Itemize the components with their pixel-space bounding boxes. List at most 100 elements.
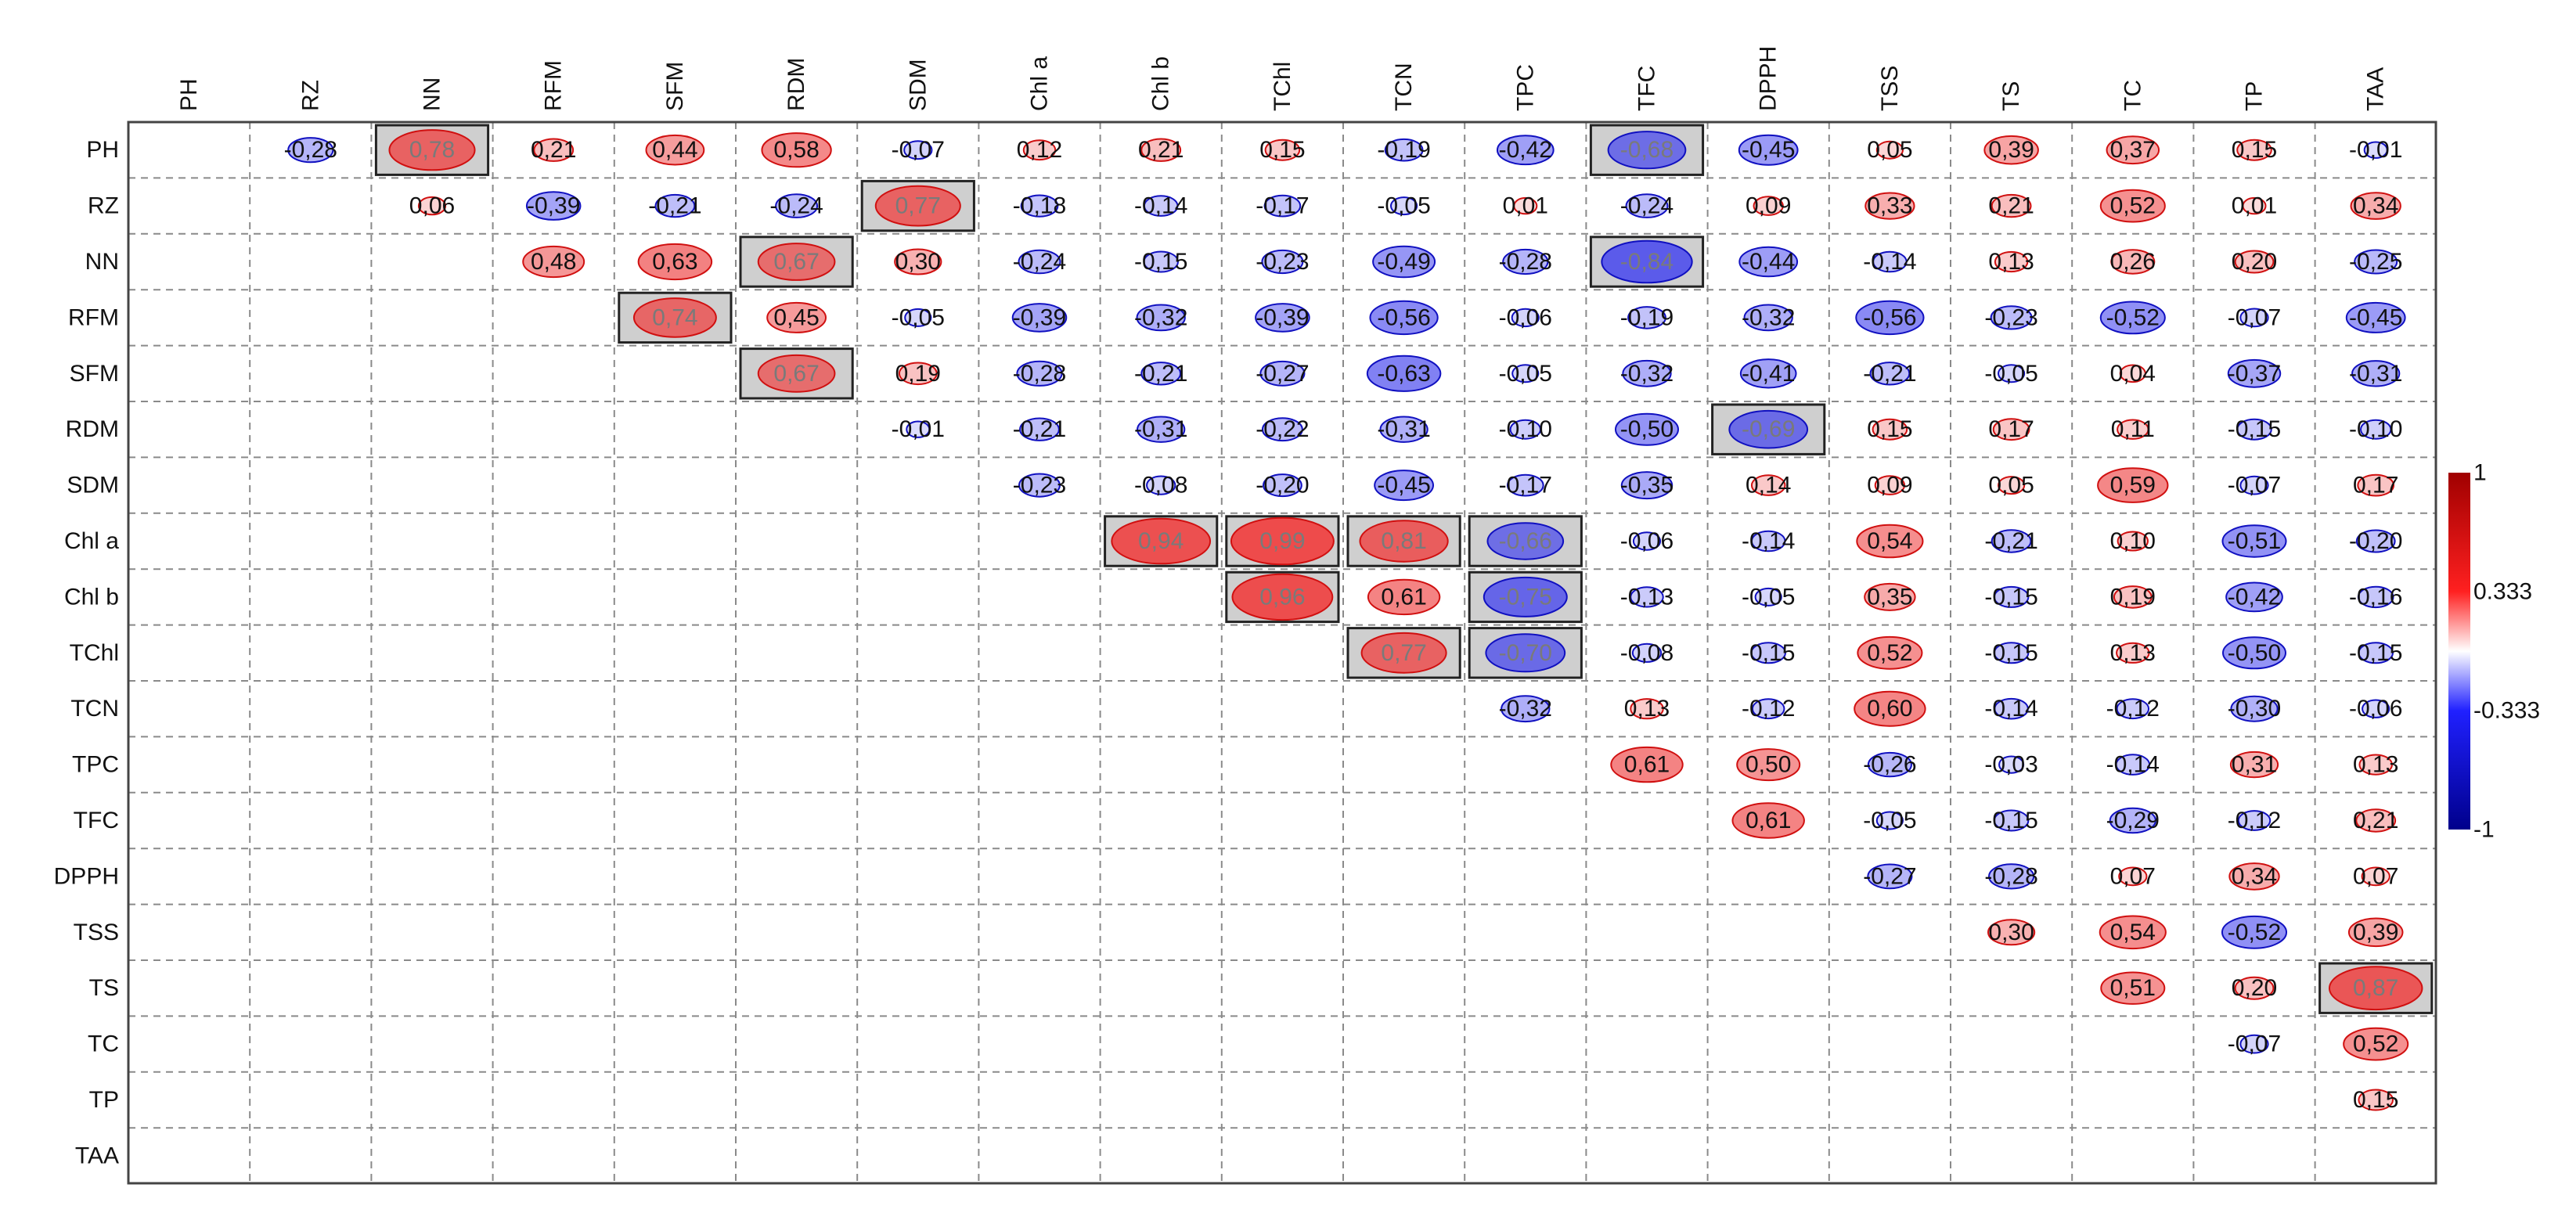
- color-scale-tick-label: 0.333: [2473, 579, 2532, 605]
- correlation-ellipse: [1993, 585, 2030, 608]
- correlation-ellipse: [1231, 573, 1334, 621]
- cell-value-rz-dpph: 0,09: [1746, 193, 1791, 219]
- cell-value-rz-tpc: 0,01: [1503, 193, 1548, 219]
- correlation-ellipse: [1739, 358, 1797, 389]
- cell-value-rz-chl-b: -0,14: [1134, 193, 1187, 219]
- correlation-ellipse: [2357, 585, 2394, 609]
- column-label-tchl: TChl: [1270, 62, 1295, 111]
- correlation-ellipse: [1485, 633, 1566, 673]
- correlation-ellipse: [1738, 134, 1799, 166]
- correlation-ellipse: [1607, 131, 1687, 170]
- correlation-ellipse: [2362, 699, 2390, 718]
- cell-value-sfm-dpph: -0,41: [1742, 361, 1795, 387]
- cell-value-rdm-ts: 0,17: [1988, 416, 2034, 442]
- column-label-tcn: TCN: [1391, 63, 1417, 111]
- column-label-rz: RZ: [297, 80, 323, 111]
- cell-value-tfc-tp: -0,12: [2228, 808, 2281, 833]
- cell-value-tcn-tss: 0,60: [1867, 696, 1912, 722]
- cell-value-chl-b-taa: -0,16: [2349, 584, 2402, 610]
- correlation-ellipse: [1136, 304, 1186, 332]
- row-label-ph: PH: [86, 137, 119, 163]
- cell-value-ph-sdm: -0,07: [892, 137, 945, 163]
- correlation-ellipse: [1359, 520, 1449, 563]
- cell-value-tchl-taa: -0,15: [2349, 640, 2402, 666]
- correlation-ellipse: [1990, 305, 2033, 330]
- cell-value-rfm-sfm: 0,74: [652, 304, 697, 330]
- correlation-ellipse: [1369, 300, 1439, 336]
- correlation-ellipse: [1867, 751, 1912, 778]
- cell-value-chl-a-taa: -0,20: [2349, 528, 2402, 554]
- correlation-ellipse: [1513, 196, 1538, 215]
- cell-value-rz-tp: 0,01: [2232, 193, 2277, 219]
- cell-value-rz-rfm: -0,39: [527, 193, 580, 219]
- cell-value-sfm-tss: -0,21: [1863, 361, 1916, 387]
- cell-value-tchl-tcn: 0,77: [1381, 640, 1426, 666]
- cell-value-rfm-chl-b: -0,32: [1134, 304, 1187, 330]
- row-label-nn: NN: [85, 249, 119, 275]
- cell-value-ph-taa: -0,01: [2349, 137, 2402, 163]
- cell-value-nn-tc: 0,26: [2110, 249, 2156, 275]
- correlation-ellipse: [1867, 863, 1913, 890]
- correlation-ellipse: [1264, 139, 1301, 161]
- correlation-ellipse: [2119, 364, 2146, 383]
- correlation-ellipse: [1022, 139, 1057, 161]
- correlation-ellipse: [1019, 417, 1060, 441]
- row-label-tfc: TFC: [74, 808, 119, 833]
- cell-value-chl-a-dpph: -0,14: [1742, 528, 1795, 554]
- correlation-ellipse: [2239, 308, 2269, 328]
- correlation-ellipse: [1625, 193, 1669, 218]
- cell-value-tchl-tp: -0,50: [2228, 640, 2281, 666]
- cell-value-rfm-tcn: -0,56: [1377, 304, 1430, 330]
- correlation-ellipse: [1140, 138, 1182, 162]
- cell-value-sdm-ts: 0,05: [1988, 473, 2034, 499]
- correlation-ellipse: [1496, 135, 1555, 166]
- cell-value-tss-ts: 0,30: [1988, 920, 2034, 945]
- correlation-ellipse: [1754, 587, 1782, 606]
- correlation-ellipse: [2230, 695, 2279, 722]
- correlation-ellipse: [904, 308, 932, 327]
- correlation-ellipse: [874, 185, 961, 227]
- correlation-ellipse: [2228, 862, 2280, 891]
- cell-value-rfm-sdm: -0,05: [892, 304, 945, 330]
- row-label-tss: TSS: [74, 920, 119, 945]
- correlation-ellipse: [2328, 966, 2423, 1011]
- grid-lines: [128, 122, 2437, 1184]
- correlation-ellipse: [2221, 524, 2287, 558]
- cell-value-rfm-rdm: 0,45: [773, 304, 819, 330]
- cell-value-tpc-tc: -0,14: [2106, 752, 2160, 778]
- correlation-ellipse: [1366, 355, 1442, 392]
- correlation-ellipse: [1856, 524, 1924, 559]
- cell-value-sfm-chl-a: -0,28: [1013, 361, 1066, 387]
- correlation-ellipse: [2355, 529, 2396, 553]
- cell-value-chl-a-tchl: 0,99: [1259, 528, 1305, 554]
- correlation-ellipse: [1738, 246, 1799, 278]
- cell-value-nn-sfm: 0,63: [652, 249, 697, 275]
- row-label-tchl: TChl: [70, 640, 119, 666]
- correlation-ellipse: [1631, 642, 1663, 663]
- cell-value-chl-b-tcn: 0,61: [1381, 584, 1426, 610]
- correlation-ellipse: [1390, 196, 1418, 216]
- correlation-ellipse: [2225, 581, 2283, 613]
- correlation-ellipse: [1983, 135, 2039, 165]
- correlation-ellipse: [2229, 750, 2279, 779]
- cell-value-rfm-tc: -0,52: [2106, 304, 2160, 330]
- column-label-tp: TP: [2242, 81, 2268, 111]
- correlation-ellipse: [1261, 249, 1304, 275]
- color-scale-legend: 1 0.333 -0.333 -1: [2448, 460, 2540, 843]
- cell-value-sfm-taa: -0,31: [2349, 361, 2402, 387]
- cell-value-tss-tp: -0,52: [2228, 920, 2281, 945]
- plot-frame: [127, 121, 2437, 1185]
- cell-value-rdm-chl-a: -0,21: [1013, 416, 1066, 442]
- correlation-ellipse: [1367, 578, 1441, 616]
- correlation-ellipse: [1511, 364, 1540, 383]
- color-scale-tick-label: -1: [2473, 817, 2495, 843]
- correlation-ellipse: [525, 191, 582, 221]
- cell-value-sdm-tp: -0,07: [2228, 473, 2281, 499]
- cell-value-tfc-dpph: 0,61: [1746, 808, 1791, 833]
- correlation-ellipse: [1991, 193, 2032, 218]
- cell-value-nn-rdm: 0,67: [773, 249, 819, 275]
- correlation-ellipse: [1511, 308, 1540, 328]
- cell-value-nn-dpph: -0,44: [1742, 249, 1795, 275]
- cell-value-ts-tc: 0,51: [2110, 975, 2156, 1001]
- cell-value-rz-taa: 0,34: [2353, 193, 2398, 219]
